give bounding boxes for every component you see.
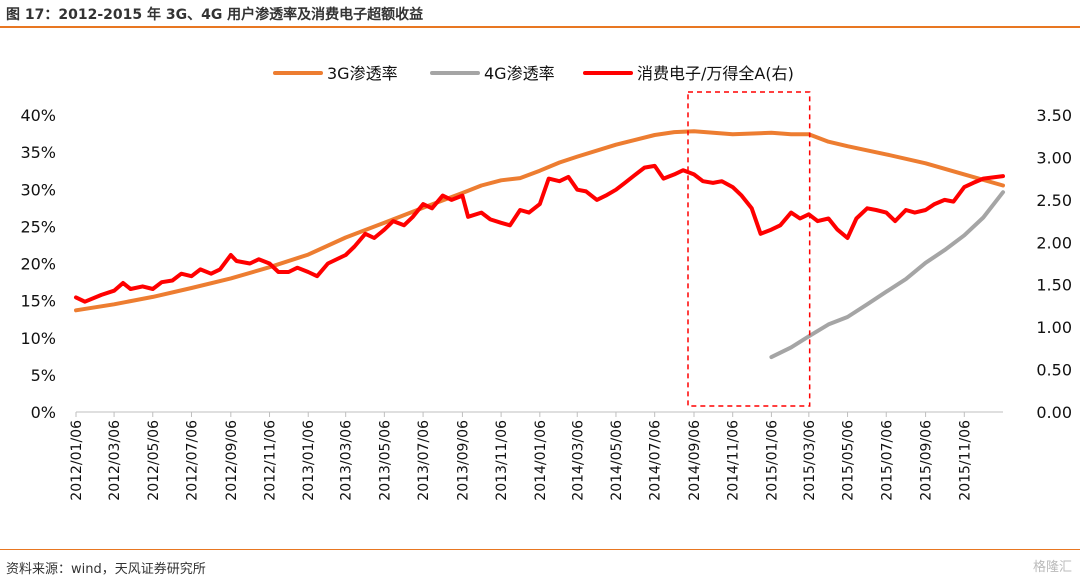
y-tick-right: 2.50	[1036, 191, 1072, 210]
x-tick-label: 2014/09/06	[687, 420, 703, 501]
y-tick-right: 1.50	[1036, 276, 1072, 295]
legend-label: 3G渗透率	[327, 64, 398, 83]
y-tick-right: 3.00	[1036, 148, 1072, 167]
x-tick-label: 2013/09/06	[455, 420, 471, 501]
x-tick-label: 2012/03/06	[107, 420, 123, 501]
footer-divider	[0, 549, 1080, 550]
y-tick-right: 1.00	[1036, 318, 1072, 337]
x-tick-label: 2014/05/06	[609, 420, 625, 501]
x-tick-label: 2014/07/06	[648, 420, 664, 501]
x-tick-label: 2012/01/06	[69, 420, 85, 501]
x-tick-label: 2015/01/06	[764, 420, 780, 501]
x-tick-label: 2012/05/06	[146, 420, 162, 501]
y-tick-left: 0%	[31, 403, 56, 422]
x-tick-label: 2015/03/06	[802, 420, 818, 501]
axes: 0% 5% 10% 15% 20% 25% 30% 35% 40% 0.00 0.50 1.00 1.5…	[20, 106, 1072, 501]
y-tick-left: 30%	[20, 180, 56, 199]
y-tick-left: 35%	[20, 143, 56, 162]
x-tick-label: 2012/07/06	[184, 420, 200, 501]
legend-label: 消费电子/万得全A(右)	[637, 64, 794, 83]
y-tick-left: 20%	[20, 255, 56, 274]
x-tick-label: 2013/05/06	[377, 420, 393, 501]
highlight-box	[687, 91, 811, 407]
x-tick-label: 2015/09/06	[919, 420, 935, 501]
y-tick-right: 0.00	[1036, 403, 1072, 422]
source-note: 资料来源：wind，天风证券研究所	[6, 562, 206, 577]
y-tick-left: 15%	[20, 292, 56, 311]
y-tick-right: 2.00	[1036, 233, 1072, 252]
chart: 3G渗透率 4G渗透率 消费电子/万得全A(右) 0% 5% 10% 15% 20% 25% 3…	[20, 64, 1072, 501]
x-tick-label: 2012/09/06	[224, 420, 240, 501]
y-tick-left: 10%	[20, 329, 56, 348]
x-tick-label: 2013/07/06	[416, 420, 432, 501]
series-line-2	[769, 190, 1005, 360]
y-tick-right: 3.50	[1036, 106, 1072, 125]
series-line-1	[74, 129, 1005, 313]
series-line-3	[74, 163, 1005, 304]
y-tick-left: 40%	[20, 106, 56, 125]
y-tick-left: 25%	[20, 217, 56, 236]
title-divider	[0, 26, 1080, 28]
x-tick-label: 2012/11/06	[263, 420, 279, 501]
x-tick-label: 2014/01/06	[533, 420, 549, 501]
y-tick-right: 0.50	[1036, 361, 1072, 380]
x-tick-label: 2015/07/06	[879, 420, 895, 501]
x-tick-label: 2015/11/06	[957, 420, 973, 501]
legend: 3G渗透率 4G渗透率 消费电子/万得全A(右)	[273, 64, 794, 83]
legend-label: 4G渗透率	[484, 64, 555, 83]
x-tick-label: 2014/03/06	[570, 420, 586, 501]
watermark: 格隆汇	[1032, 560, 1072, 575]
x-tick-label: 2013/03/06	[339, 420, 355, 501]
x-tick-label: 2013/11/06	[494, 420, 510, 501]
x-tick-label: 2014/11/06	[726, 420, 742, 501]
x-tick-label: 2013/01/06	[301, 420, 317, 501]
x-tick-label: 2015/05/06	[841, 420, 857, 501]
page-title: 图 17：2012-2015 年 3G、4G 用户渗透率及消费电子超额收益	[6, 7, 424, 23]
plot-area	[74, 91, 1005, 407]
y-tick-left: 5%	[31, 366, 56, 385]
